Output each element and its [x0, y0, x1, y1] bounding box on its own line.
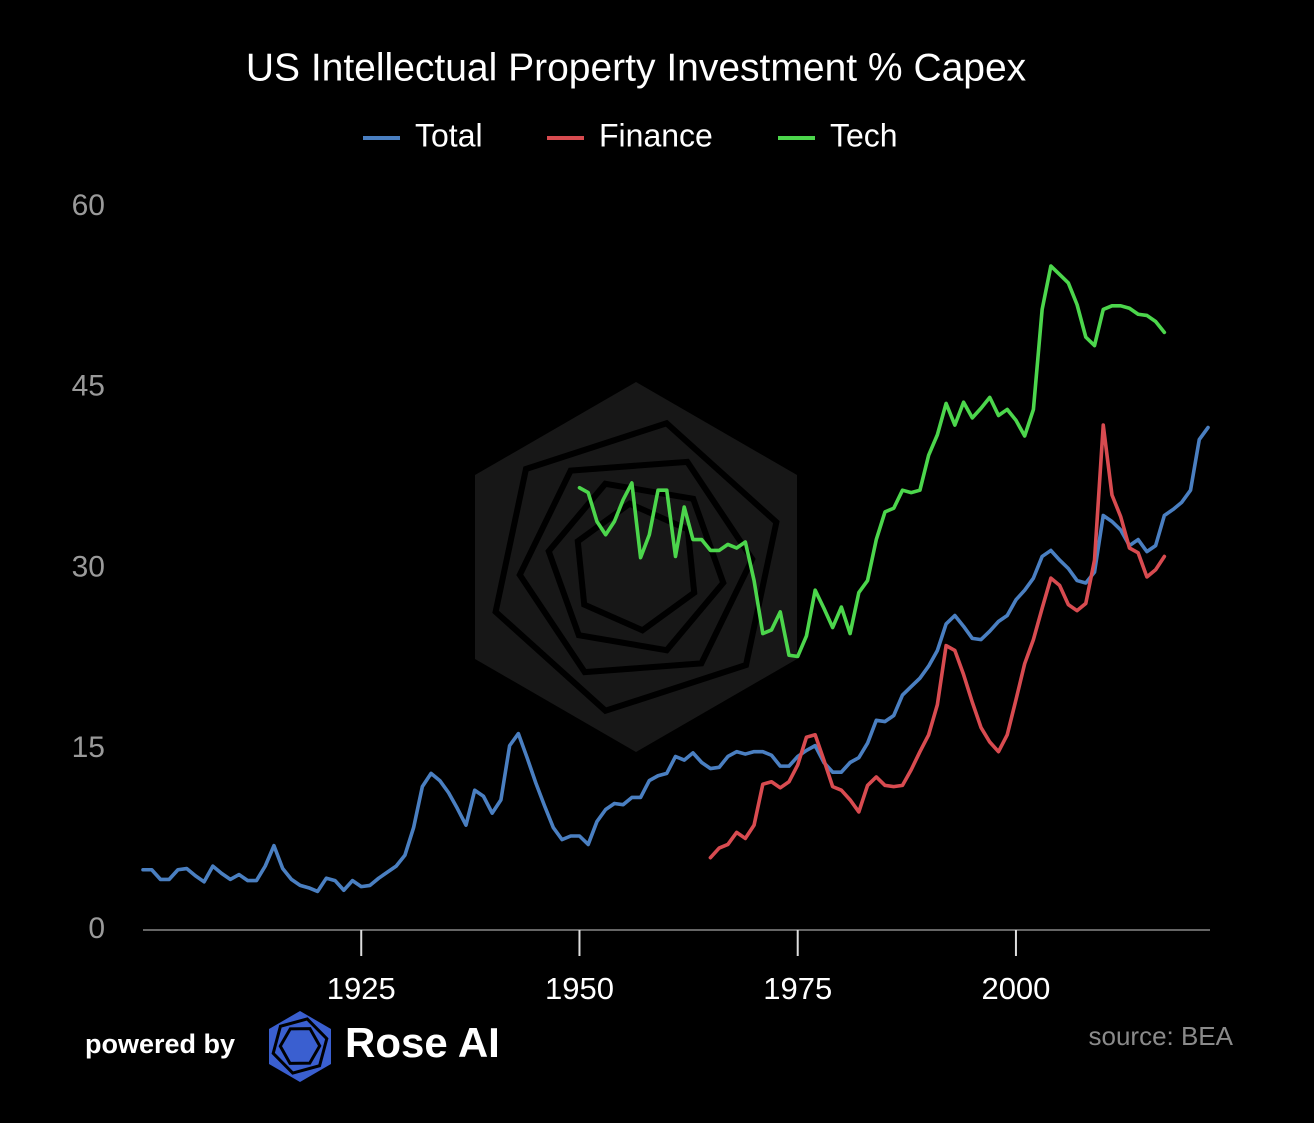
legend-label: Finance [599, 117, 713, 153]
brand-logo [269, 1011, 331, 1082]
x-tick-label: 1950 [545, 971, 614, 1006]
y-tick-label: 30 [72, 550, 105, 583]
y-tick-label: 15 [72, 731, 105, 764]
x-tick-label: 1975 [763, 971, 832, 1006]
series-line [141, 425, 1210, 894]
x-tick-label: 2000 [981, 971, 1050, 1006]
x-tick-label: 1925 [327, 971, 396, 1006]
watermark [475, 382, 797, 752]
y-tick-label: 0 [88, 912, 105, 945]
y-tick-label: 60 [72, 189, 105, 222]
branding-prefix: powered by [85, 1029, 235, 1059]
series-line [577, 264, 1167, 659]
chart-title: US Intellectual Property Investment % Ca… [246, 46, 1027, 89]
y-tick-label: 45 [72, 370, 105, 403]
branding-name: Rose AI [345, 1019, 500, 1066]
legend-label: Total [415, 117, 483, 153]
legend-label: Tech [830, 117, 898, 153]
series-line [708, 423, 1167, 860]
source-note: source: BEA [1088, 1021, 1233, 1051]
